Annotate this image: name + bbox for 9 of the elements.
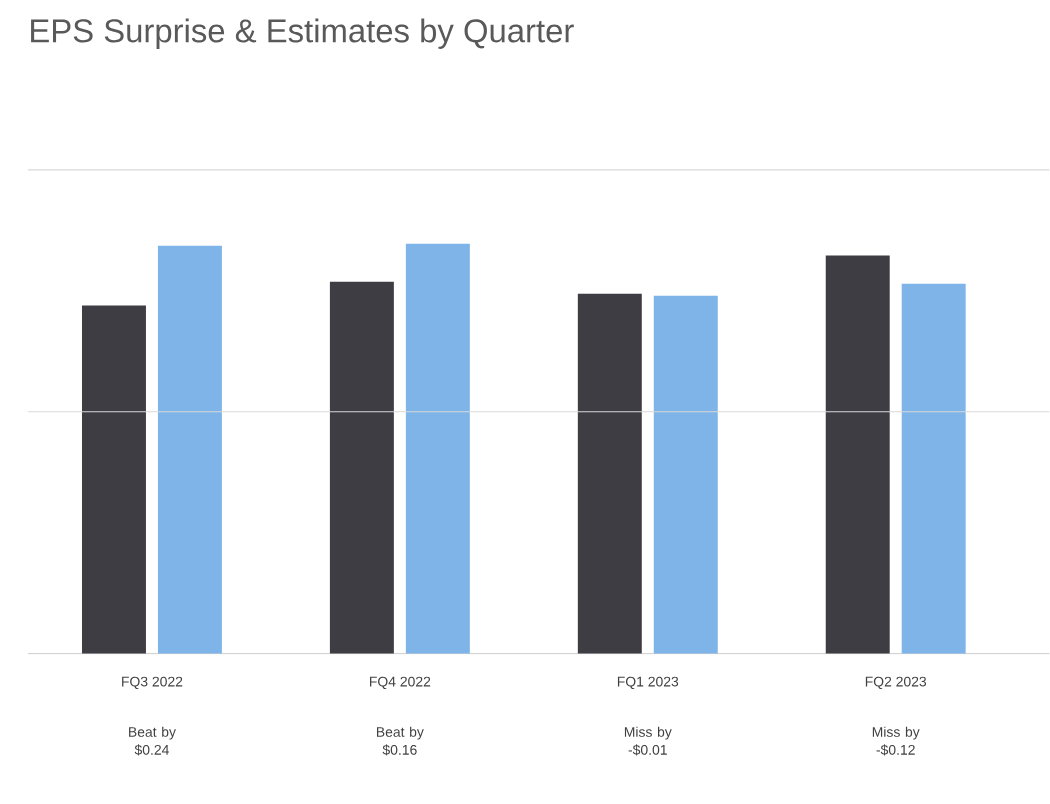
bar	[577, 293, 642, 654]
bar	[329, 282, 394, 654]
bar	[81, 305, 146, 654]
bar	[405, 243, 470, 654]
bar	[653, 295, 718, 654]
bar	[825, 255, 890, 654]
chart-title: EPS Surprise & Estimates by Quarter	[31, 18, 574, 50]
bar	[901, 284, 966, 654]
bar	[157, 245, 222, 654]
